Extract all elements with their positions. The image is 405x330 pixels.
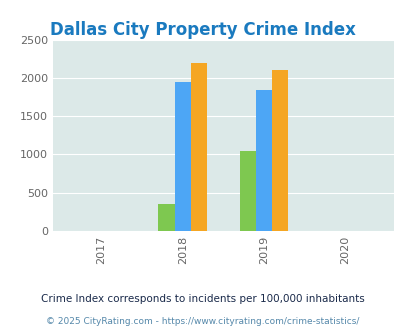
- Bar: [190, 63, 207, 231]
- Text: Dallas City Property Crime Index: Dallas City Property Crime Index: [50, 21, 355, 40]
- Bar: [271, 70, 288, 231]
- Bar: [239, 151, 255, 231]
- Bar: [158, 204, 174, 231]
- Text: © 2025 CityRating.com - https://www.cityrating.com/crime-statistics/: © 2025 CityRating.com - https://www.city…: [46, 317, 359, 326]
- Bar: [174, 82, 190, 231]
- Text: Crime Index corresponds to incidents per 100,000 inhabitants: Crime Index corresponds to incidents per…: [41, 294, 364, 304]
- Bar: [255, 90, 271, 231]
